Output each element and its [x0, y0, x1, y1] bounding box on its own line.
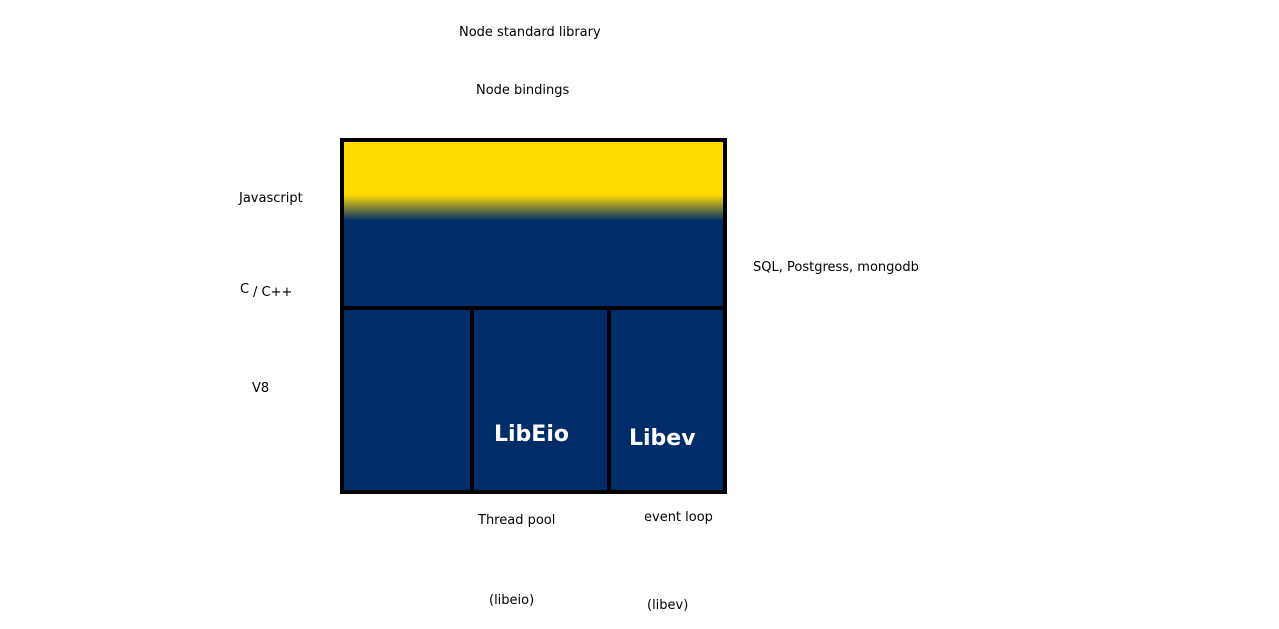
libeio-paren-label: (libeio)	[489, 593, 535, 608]
v8-block	[344, 310, 470, 490]
cpp-label: / C++	[253, 285, 293, 300]
block-divider	[470, 310, 474, 490]
v8-label: V8	[252, 381, 270, 396]
yellow-to-navy-gradient	[344, 142, 723, 306]
node-bindings-label: Node bindings	[476, 83, 570, 98]
libev-block-label: Libev	[629, 426, 696, 451]
event-loop-label: event loop	[644, 510, 713, 525]
databases-label: SQL, Postgress, mongodb	[753, 260, 919, 275]
thread-pool-label: Thread pool	[478, 513, 556, 528]
c-label: C	[240, 282, 250, 297]
libev-block: Libev	[611, 310, 723, 490]
block-divider	[607, 310, 611, 490]
libeio-block: LibEio	[474, 310, 607, 490]
javascript-bindings-block	[344, 142, 723, 310]
node-standard-library-label: Node standard library	[459, 25, 601, 40]
libeio-block-label: LibEio	[494, 422, 569, 447]
libev-paren-label: (libev)	[647, 598, 689, 613]
javascript-label: Javascript	[239, 191, 303, 206]
architecture-diagram: LibEio Libev	[340, 138, 727, 494]
